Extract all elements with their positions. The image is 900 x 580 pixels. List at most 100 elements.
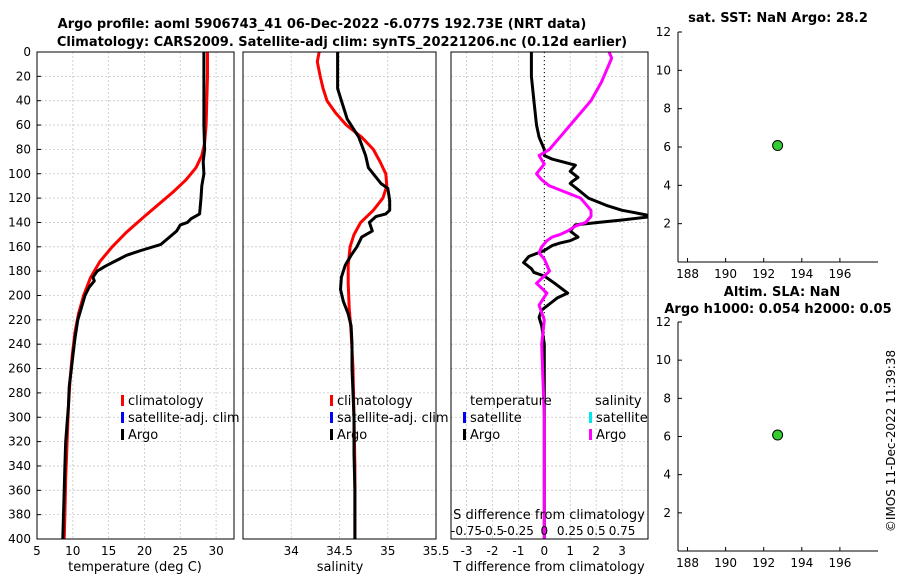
legend-label-argo: Argo [337,428,367,443]
x-tick-label: 5 [33,544,41,558]
x-tick-label: 194 [790,267,813,281]
imos-timestamp-watermark: ©IMOS 11-Dec-2022 11:39:38 [884,350,898,532]
difference-legend: temperature satellite Argo salinity sate… [463,394,648,443]
depth-tick-label: 200 [8,289,31,303]
depth-tick-label: 320 [8,435,31,449]
salinity-diff-tick-label: -0.25 [503,524,534,538]
series-line-argo [61,52,207,539]
x-tick-label: 194 [790,556,813,570]
depth-tick-label: 260 [8,362,31,376]
y-tick-label: 8 [663,102,671,116]
salinity-lines [315,52,392,539]
y-tick-label: 6 [663,140,671,154]
salinity-diff-tick-label: 0.75 [609,524,636,538]
series-line-argo [336,52,392,539]
salinity-panel: 34 34.5 35 35.5 salinity climatology satell… [242,51,450,575]
x-tick-label: 35.5 [423,544,450,558]
legend-label-temp-argo: Argo [470,428,500,443]
x-tick-label: 2 [592,544,600,558]
salinity-axes-frame [242,51,437,540]
difference-grid [451,51,648,540]
x-tick-label: 15 [101,544,116,558]
temperature-legend: climatology satellite-adj. clim Argo [121,394,240,443]
x-tick-label: 188 [676,556,699,570]
depth-tick-label: 160 [8,240,31,254]
depth-tick-label: 20 [16,69,31,83]
legend-title-salinity: salinity [595,394,642,409]
legend-label-climatology: climatology [337,394,413,409]
x-tick-label: 34.5 [326,544,353,558]
legend-swatch-satellite [121,412,124,423]
legend-label-sal-satellite: satellite [596,411,648,426]
salinity-diff-tick-label: 0 [540,524,548,538]
x-tick-label: 192 [752,556,775,570]
depth-tick-label: 240 [8,337,31,351]
y-tick-label: 6 [663,430,671,444]
profile-location-marker [772,429,784,441]
x-tick-label: 30 [208,544,223,558]
legend-swatch-satellite [330,412,333,423]
x-tick-label: 190 [714,267,737,281]
depth-tick-label: 400 [8,532,31,546]
depth-tick-label: 60 [16,118,31,132]
difference-xlabel: T difference from climatology [452,560,645,575]
depth-tick-label: 280 [8,386,31,400]
legend-label-sal-argo: Argo [596,428,626,443]
legend-swatch-sal-argo [589,429,592,440]
x-tick-label: 34 [284,544,299,558]
salinity-diff-tick-label: 0.25 [557,524,584,538]
salinity-legend: climatology satellite-adj. clim Argo [330,394,449,443]
difference-panel: -3 -2 -1 0 1 2 3 T difference from climatology… [450,51,649,575]
temperature-tick-labels: 5 10 15 20 25 30 [33,544,224,558]
x-tick-label: 35 [380,544,395,558]
salinity-tick-labels-inside: -0.75-0.5-0.25 0 0.25 0.5 0.75 [451,524,635,538]
x-tick-label: 10 [65,544,80,558]
depth-tick-label: 100 [8,167,31,181]
legend-swatch-temp-argo [463,429,466,440]
y-tick-label: 2 [663,506,671,520]
x-tick-label: -3 [461,544,473,558]
profile-location-marker [772,140,784,152]
x-tick-label: -1 [512,544,524,558]
x-tick-label: 196 [828,267,851,281]
sst-marks [772,140,784,152]
legend-swatch-argo [121,429,124,440]
depth-tick-labels: 0 20 40 60 80 100 120 140 160 180 200 220 240 260 280 3… [8,45,41,546]
sst-axes: 2 4 6 8 10 12 188 190 192 194 196 [656,25,878,281]
y-tick-label: 12 [656,25,671,39]
series-line-salinity-argo [535,52,614,539]
difference-axes-frame [450,51,649,540]
sla-title: Altim. SLA: NaN [724,285,840,300]
legend-swatch-temp-satellite [463,412,466,423]
y-tick-label: 4 [663,468,671,482]
sla-panel: Altim. SLA: NaN Argo h1000: 0.054 h2000:… [656,285,892,570]
legend-label-satellite: satellite-adj. clim [337,411,449,426]
sst-title: sat. SST: NaN Argo: 28.2 [688,11,868,26]
legend-label-satellite: satellite-adj. clim [128,411,240,426]
legend-title-temperature: temperature [470,394,552,409]
depth-tick-label: 80 [16,142,31,156]
temperature-panel: 0 20 40 60 80 100 120 140 160 180 200 220 240 260 280 3… [8,45,240,575]
y-tick-label: 2 [663,217,671,231]
difference-lines [522,52,648,539]
temperature-xlabel: temperature (deg C) [68,560,202,575]
x-tick-label: 190 [714,556,737,570]
difference-tick-labels: -3 -2 -1 0 1 2 3 [461,544,626,558]
depth-tick-label: 360 [8,483,31,497]
y-tick-label: 10 [656,63,671,77]
x-tick-label: 0 [540,544,548,558]
y-tick-label: 12 [656,315,671,329]
x-tick-label: 196 [828,556,851,570]
difference-xlabel-salinity: S difference from climatology [453,508,645,523]
legend-swatch-sal-satellite [589,412,592,423]
salinity-diff-tick-label: -0.75 [451,524,482,538]
legend-swatch-climatology [330,395,333,406]
depth-tick-label: 140 [8,215,31,229]
depth-tick-label: 300 [8,410,31,424]
sla-axes: 2 4 6 8 10 12 188 190 192 194 196 [656,315,878,570]
depth-tick-label: 0 [23,45,31,59]
legend-label-temp-satellite: satellite [470,411,522,426]
x-tick-label: -2 [486,544,498,558]
figure-title-line2: Climatology: CARS2009. Satellite-adj cli… [57,35,627,50]
y-tick-label: 8 [663,391,671,405]
